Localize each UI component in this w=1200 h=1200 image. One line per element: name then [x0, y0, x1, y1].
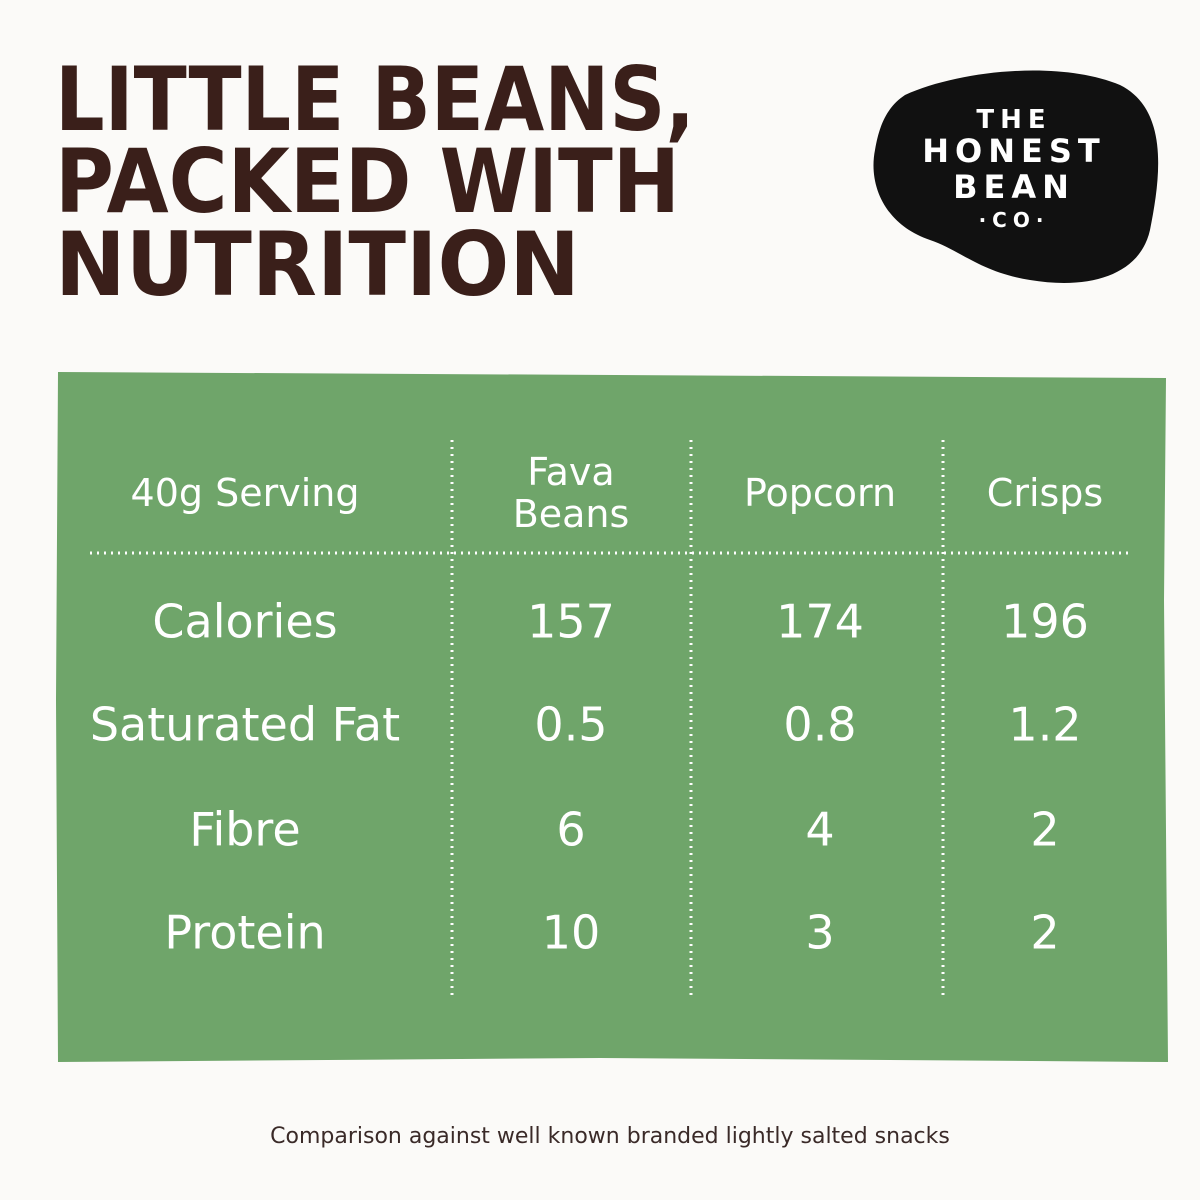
logo-text: BEAN: [953, 168, 1075, 206]
column-header: Fava Beans: [512, 450, 630, 536]
title-line: NUTRITION: [55, 213, 580, 316]
table-value: 0.5: [534, 697, 608, 752]
column-header: 40g Serving: [130, 471, 360, 516]
table-value: 0.8: [783, 697, 857, 752]
title-line: PACKED WITH: [55, 130, 680, 233]
table-value: 157: [527, 594, 615, 649]
logo-text: ·CO·: [979, 208, 1050, 232]
row-label: Fibre: [189, 802, 301, 857]
dividers: [90, 440, 1130, 1000]
logo-blob: [873, 70, 1159, 283]
row-label: Protein: [164, 905, 326, 960]
column-header: Popcorn: [743, 471, 897, 516]
green-panel: [56, 372, 1168, 1062]
table-value: 2: [1030, 802, 1060, 857]
logo-text: HONEST: [922, 132, 1106, 170]
table-value: 196: [1001, 594, 1089, 649]
table-value: 10: [541, 905, 601, 960]
table-value: 174: [776, 594, 864, 649]
table-value: 1.2: [1008, 697, 1082, 752]
logo-text: THE: [976, 105, 1051, 135]
table-value: 4: [805, 802, 835, 857]
footnote: Comparison against well known branded li…: [270, 1124, 950, 1149]
title-line: LITTLE BEANS,: [55, 48, 695, 151]
table-value: 3: [805, 905, 835, 960]
table-value: 2: [1030, 905, 1060, 960]
table-value: 6: [556, 802, 586, 857]
row-label: Calories: [152, 594, 338, 649]
row-label: Saturated Fat: [89, 697, 401, 752]
column-header: Crisps: [986, 471, 1104, 516]
